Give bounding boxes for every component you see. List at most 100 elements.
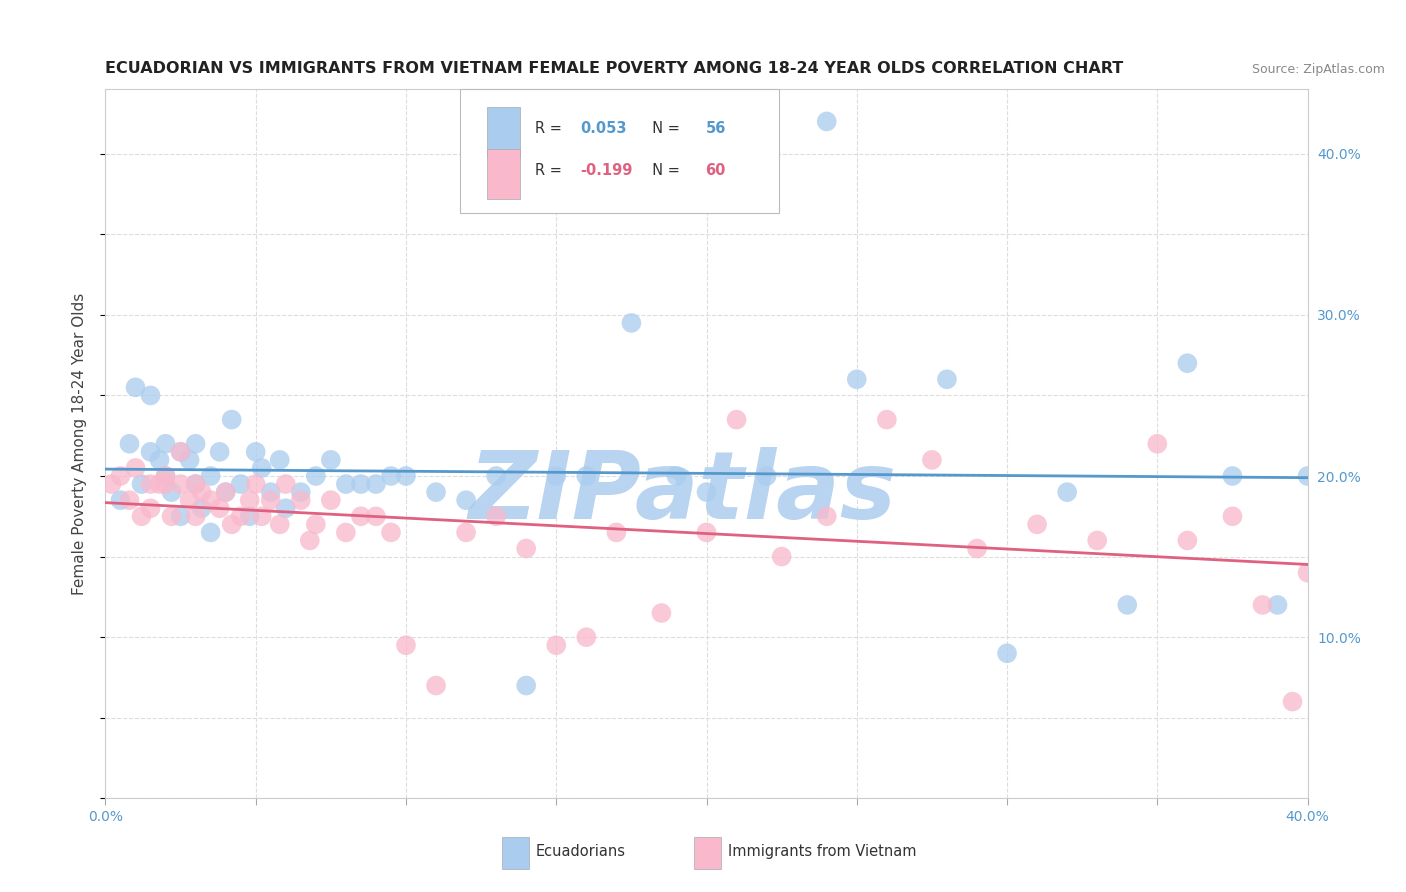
Text: R =: R = bbox=[534, 163, 567, 178]
Bar bbox=[695, 838, 721, 869]
Point bbox=[546, 638, 568, 652]
Text: 0.053: 0.053 bbox=[581, 120, 627, 136]
Text: R =: R = bbox=[534, 120, 567, 136]
Point bbox=[184, 477, 207, 491]
Point bbox=[1146, 436, 1168, 450]
Point bbox=[350, 509, 373, 524]
Point bbox=[274, 501, 297, 516]
Point bbox=[131, 477, 153, 491]
Text: N =: N = bbox=[643, 163, 685, 178]
Point bbox=[221, 517, 243, 532]
Point bbox=[190, 501, 212, 516]
Point bbox=[364, 477, 387, 491]
Text: 60: 60 bbox=[706, 163, 725, 178]
Text: 56: 56 bbox=[706, 120, 725, 136]
Point bbox=[305, 469, 328, 483]
Point bbox=[454, 493, 477, 508]
Point bbox=[260, 493, 283, 508]
Point bbox=[100, 477, 122, 491]
Point bbox=[665, 469, 688, 483]
Text: N =: N = bbox=[643, 120, 685, 136]
Point bbox=[214, 485, 236, 500]
Point bbox=[1222, 509, 1244, 524]
Point bbox=[1056, 485, 1078, 500]
Point bbox=[364, 509, 387, 524]
Point bbox=[118, 493, 141, 508]
Y-axis label: Female Poverty Among 18-24 Year Olds: Female Poverty Among 18-24 Year Olds bbox=[72, 293, 87, 595]
Point bbox=[815, 509, 838, 524]
Point bbox=[620, 316, 643, 330]
Point bbox=[1116, 598, 1139, 612]
Point bbox=[755, 469, 778, 483]
Point bbox=[250, 461, 273, 475]
Point bbox=[200, 493, 222, 508]
Point bbox=[245, 445, 267, 459]
Point bbox=[245, 477, 267, 491]
Point bbox=[454, 525, 477, 540]
Point bbox=[575, 469, 598, 483]
Point bbox=[139, 477, 162, 491]
Point bbox=[546, 469, 568, 483]
Point bbox=[169, 445, 191, 459]
Point bbox=[131, 509, 153, 524]
Point bbox=[395, 638, 418, 652]
Point bbox=[139, 445, 162, 459]
Point bbox=[319, 493, 342, 508]
Bar bbox=[486, 150, 520, 199]
Point bbox=[650, 606, 672, 620]
Point bbox=[208, 445, 231, 459]
Bar bbox=[502, 838, 529, 869]
Point bbox=[155, 469, 177, 483]
Point bbox=[1267, 598, 1289, 612]
Bar bbox=[486, 107, 520, 157]
Point bbox=[605, 525, 627, 540]
Point bbox=[305, 517, 328, 532]
FancyBboxPatch shape bbox=[460, 89, 779, 213]
Point bbox=[239, 493, 262, 508]
Point bbox=[169, 477, 191, 491]
Point bbox=[148, 477, 170, 491]
Point bbox=[1281, 695, 1303, 709]
Point bbox=[148, 453, 170, 467]
Text: -0.199: -0.199 bbox=[581, 163, 633, 178]
Point bbox=[290, 493, 312, 508]
Text: Source: ZipAtlas.com: Source: ZipAtlas.com bbox=[1251, 62, 1385, 76]
Point bbox=[936, 372, 959, 386]
Point bbox=[770, 549, 793, 564]
Point bbox=[575, 630, 598, 644]
Point bbox=[696, 485, 718, 500]
Point bbox=[200, 469, 222, 483]
Point bbox=[214, 485, 236, 500]
Point bbox=[200, 525, 222, 540]
Point bbox=[966, 541, 988, 556]
Point bbox=[160, 485, 183, 500]
Point bbox=[269, 453, 291, 467]
Point bbox=[515, 541, 537, 556]
Point bbox=[260, 485, 283, 500]
Point bbox=[239, 509, 262, 524]
Point bbox=[1175, 356, 1198, 370]
Text: ECUADORIAN VS IMMIGRANTS FROM VIETNAM FEMALE POVERTY AMONG 18-24 YEAR OLDS CORRE: ECUADORIAN VS IMMIGRANTS FROM VIETNAM FE… bbox=[105, 61, 1123, 76]
Point bbox=[1251, 598, 1274, 612]
Point bbox=[169, 509, 191, 524]
Point bbox=[515, 679, 537, 693]
Point bbox=[179, 493, 201, 508]
Point bbox=[1175, 533, 1198, 548]
Point bbox=[995, 646, 1018, 660]
Point bbox=[124, 380, 146, 394]
Point bbox=[425, 485, 447, 500]
Point bbox=[350, 477, 373, 491]
Point bbox=[110, 493, 132, 508]
Point bbox=[155, 436, 177, 450]
Point bbox=[229, 477, 252, 491]
Point bbox=[190, 485, 212, 500]
Text: Ecuadorians: Ecuadorians bbox=[536, 844, 626, 859]
Point bbox=[815, 114, 838, 128]
Point bbox=[208, 501, 231, 516]
Point bbox=[335, 525, 357, 540]
Point bbox=[1296, 469, 1319, 483]
Point bbox=[139, 388, 162, 402]
Point bbox=[221, 412, 243, 426]
Point bbox=[250, 509, 273, 524]
Point bbox=[485, 469, 508, 483]
